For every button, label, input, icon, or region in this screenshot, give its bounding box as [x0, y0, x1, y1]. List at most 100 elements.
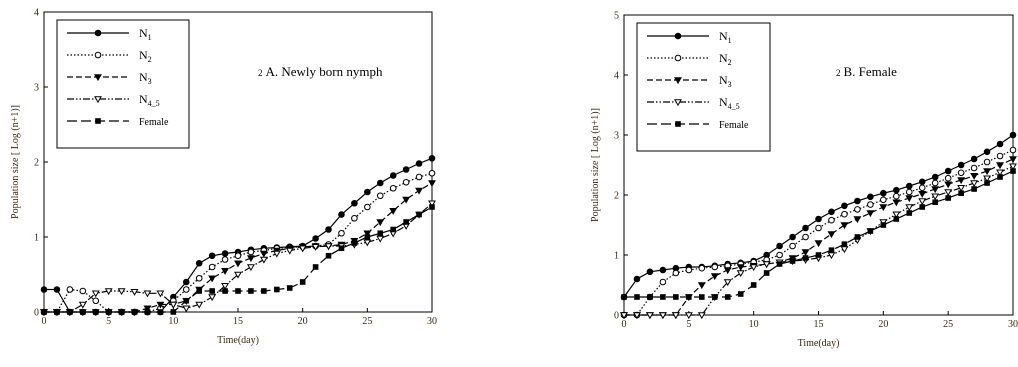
x-axis-label: Time(day): [217, 335, 259, 346]
data-point: [246, 264, 255, 272]
legend-marker: [674, 77, 682, 85]
data-point: [893, 192, 900, 200]
data-point: [905, 188, 913, 196]
data-point: [736, 270, 745, 278]
x-tick-label: 15: [814, 319, 824, 330]
data-point: [157, 309, 164, 315]
data-point: [312, 264, 319, 270]
data-point: [221, 250, 229, 257]
legend-label: N3: [719, 73, 732, 89]
x-tick-label: 15: [233, 316, 243, 327]
data-point: [274, 286, 280, 293]
data-point: [828, 247, 835, 253]
data-point: [750, 282, 757, 288]
y-tick-label: 5: [614, 11, 619, 22]
legend-entry: N1: [647, 29, 732, 45]
data-point: [957, 177, 966, 185]
data-point: [92, 297, 100, 305]
data-point: [762, 261, 771, 269]
legend-label-name: N: [139, 26, 148, 40]
legend-label-subscript: 4_5: [728, 102, 740, 111]
data-point: [286, 285, 293, 291]
data-point: [802, 255, 809, 261]
data-point: [905, 204, 914, 212]
data-point: [428, 169, 436, 177]
data-point: [54, 309, 60, 315]
legend-marker: [94, 74, 102, 82]
x-tick-label: 5: [106, 316, 111, 327]
data-point: [338, 229, 345, 237]
data-point: [143, 305, 152, 313]
data-point: [222, 288, 228, 294]
data-point: [711, 294, 718, 300]
data-point: [723, 279, 732, 287]
data-point: [235, 288, 241, 294]
data-point: [428, 200, 436, 208]
y-tick-label: 3: [34, 83, 39, 94]
legend-entry: N3: [67, 70, 152, 86]
data-point: [208, 275, 217, 283]
y-tick-label: 3: [614, 131, 619, 142]
data-point: [918, 191, 927, 198]
data-point: [932, 199, 938, 205]
data-point: [208, 263, 216, 271]
series-2: [40, 180, 436, 317]
data-point: [195, 259, 203, 267]
data-point: [428, 154, 436, 162]
data-point: [892, 199, 901, 207]
data-point: [311, 244, 320, 251]
legend-marker: [674, 32, 682, 40]
series-2: [620, 156, 1017, 320]
legend-label-subscript: 3: [148, 77, 152, 86]
legend-label-name: N: [719, 29, 728, 43]
data-point: [659, 278, 667, 286]
data-point: [814, 240, 823, 248]
data-point: [247, 248, 255, 256]
panel-annotation: 2 B. Female: [836, 64, 897, 79]
data-point: [880, 189, 887, 197]
data-point: [118, 309, 125, 315]
data-point: [402, 166, 410, 173]
data-point: [312, 235, 319, 242]
data-point: [802, 233, 809, 241]
legend-entry: N4_5: [647, 95, 740, 111]
data-point: [971, 186, 977, 192]
data-point: [221, 283, 230, 290]
legend-entry: N4_5: [67, 92, 160, 108]
data-point: [776, 251, 783, 259]
data-point: [815, 215, 822, 223]
legend-label: Female: [719, 120, 749, 131]
data-point: [364, 188, 371, 196]
legend-marker: [94, 29, 102, 37]
data-point: [402, 178, 410, 186]
data-point: [104, 288, 113, 296]
legend-entry: N2: [647, 51, 732, 67]
legend-label-name: N: [139, 70, 148, 84]
legend-entry: Female: [67, 117, 169, 128]
data-point: [970, 180, 979, 188]
legend-label-subscript: 1: [148, 33, 152, 42]
data-point: [697, 282, 706, 290]
data-point: [815, 252, 822, 258]
series-1: [620, 146, 1017, 319]
data-point: [866, 210, 875, 218]
series-line: [624, 149, 1014, 316]
data-point: [673, 294, 679, 300]
x-tick-label: 0: [622, 319, 627, 330]
data-point: [79, 287, 87, 295]
data-point: [919, 204, 926, 210]
data-point: [905, 182, 913, 190]
legend-box: [56, 19, 190, 149]
data-point: [841, 241, 848, 247]
legend-label: N1: [719, 29, 732, 45]
data-point: [389, 184, 397, 192]
data-point: [996, 169, 1004, 177]
data-point: [259, 250, 268, 258]
legend-label: N2: [139, 48, 152, 64]
data-point: [658, 312, 667, 320]
data-point: [931, 173, 939, 181]
data-point: [169, 301, 178, 309]
legend-entry: Female: [647, 120, 749, 131]
